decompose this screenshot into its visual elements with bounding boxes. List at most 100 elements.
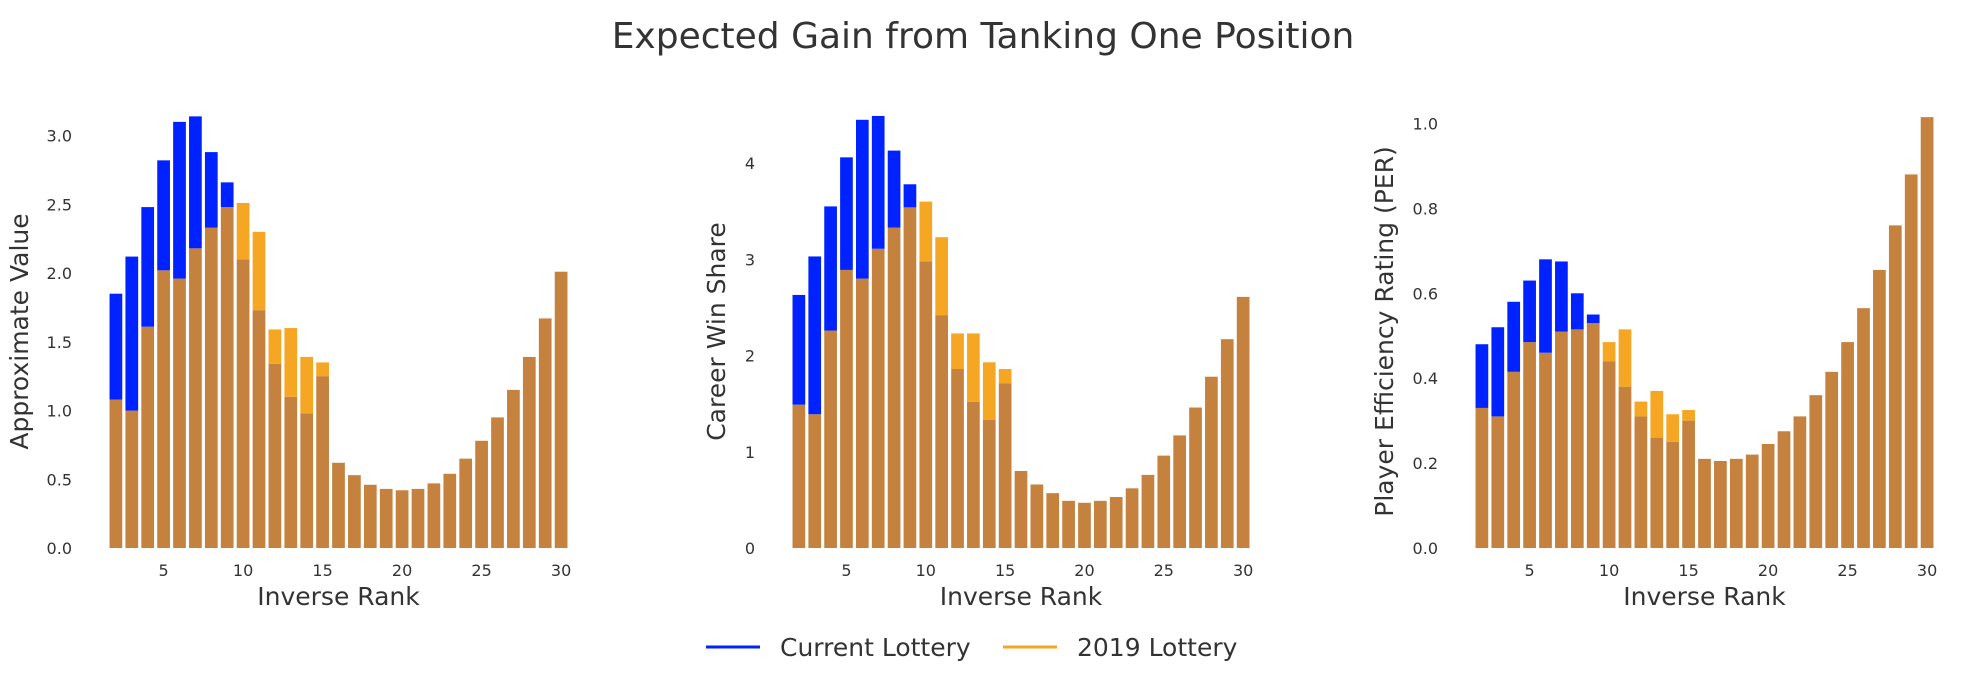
bar-overlap-per-9 [1586,323,1600,548]
y-tick-label: 2.0 [47,264,72,283]
x-tick-label: 5 [159,561,169,580]
legend-label-2019-lottery: 2019 Lottery [1077,633,1238,662]
bar-overlap-approximate-value-11 [252,310,266,548]
bar-overlap-per-11 [1618,386,1632,548]
bar-overlap-career-win-share-11 [935,315,949,548]
bar-overlap-per-10 [1602,361,1616,548]
bar-overlap-career-win-share-13 [967,401,980,548]
y-tick-label: 2 [745,347,755,366]
bar-current-lottery-per-7 [1555,261,1568,332]
bar-overlap-career-win-share-8 [887,227,901,548]
bar-overlap-career-win-share-18 [1046,493,1060,548]
bar-overlap-per-19 [1745,454,1759,548]
bar-overlap-career-win-share-16 [1014,471,1028,548]
x-tick-label: 10 [916,561,936,580]
y-tick-label: 0.6 [1413,284,1438,303]
bar-overlap-approximate-value-8 [204,227,218,548]
figure-title: Expected Gain from Tanking One Position [612,16,1355,57]
bar-overlap-per-6 [1539,352,1552,548]
bar-overlap-approximate-value-29 [538,318,552,548]
bar-overlap-per-25 [1841,342,1854,548]
bar-overlap-approximate-value-25 [475,440,488,548]
x-tick-label: 20 [1758,561,1778,580]
bar-overlap-career-win-share-30 [1236,296,1250,548]
bar-overlap-approximate-value-13 [284,396,298,548]
bar-overlap-per-30 [1920,117,1934,549]
bar-overlap-career-win-share-25 [1157,455,1171,548]
bar-2019-lottery-per-15 [1682,410,1695,421]
y-tick-labels-per: 0.0 0.2 0.4 0.6 0.8 1.0 [1413,114,1438,558]
bar-current-lottery-career-win-share-9 [903,184,917,208]
bar-current-lottery-career-win-share-7 [871,115,885,249]
bar-overlap-approximate-value-16 [332,462,345,548]
bar-overlap-per-29 [1904,174,1918,548]
bar-overlap-per-18 [1729,458,1743,548]
bar-overlap-per-20 [1761,444,1775,548]
y-tick-label: 3.0 [47,127,72,146]
bar-2019-lottery-approximate-value-13 [284,328,298,397]
y-tick-label: 1 [745,443,755,462]
bar-overlap-per-2 [1475,407,1489,548]
bar-overlap-approximate-value-6 [173,278,186,548]
bars-per [1475,117,1934,549]
x-tick-labels-approximate-value: 5 10 15 20 25 30 [159,561,572,580]
bar-overlap-per-7 [1555,331,1568,548]
bar-overlap-per-13 [1650,437,1664,548]
y-tick-label: 0.0 [47,539,72,558]
bar-overlap-approximate-value-23 [443,473,457,548]
bar-overlap-approximate-value-2 [109,399,123,548]
bar-overlap-per-8 [1570,329,1584,548]
bar-overlap-approximate-value-3 [125,410,139,548]
bar-2019-lottery-approximate-value-11 [252,231,266,311]
x-tick-label: 30 [551,561,571,580]
bar-overlap-approximate-value-15 [316,376,329,548]
bar-overlap-per-14 [1666,441,1680,548]
subplot-career-win-share: 5 10 15 20 25 30 0 1 2 3 4 Inverse Rank Career Wi… [702,115,1253,611]
bar-current-lottery-per-5 [1523,280,1536,343]
bar-2019-lottery-approximate-value-15 [316,362,329,377]
bar-overlap-per-27 [1873,269,1886,548]
bar-2019-lottery-career-win-share-13 [967,333,980,402]
bar-overlap-per-22 [1793,416,1807,548]
bar-current-lottery-per-4 [1507,301,1521,372]
bar-2019-lottery-per-10 [1602,342,1616,362]
bar-overlap-career-win-share-29 [1220,339,1234,548]
bar-overlap-approximate-value-20 [395,490,409,548]
bar-2019-lottery-career-win-share-11 [935,237,949,316]
subplot-approximate-value: 5 10 15 20 25 30 0.0 0.5 1.0 1.5 2.0 2.5 3.0 Invers… [5,116,571,611]
bar-current-lottery-approximate-value-2 [109,293,123,400]
bar-overlap-career-win-share-20 [1078,502,1091,548]
bar-overlap-career-win-share-5 [840,269,853,548]
bar-overlap-per-28 [1888,225,1902,548]
y-tick-label: 1.5 [47,333,72,352]
bar-current-lottery-approximate-value-9 [220,182,234,208]
bar-overlap-career-win-share-22 [1109,497,1123,548]
bar-overlap-career-win-share-24 [1141,474,1155,548]
bar-overlap-career-win-share-7 [871,248,885,548]
bar-overlap-per-15 [1682,420,1695,548]
bar-overlap-approximate-value-21 [411,488,425,548]
bar-2019-lottery-per-12 [1634,401,1648,417]
y-axis-label-per: Player Efficiency Rating (PER) [1370,146,1399,516]
bar-2019-lottery-career-win-share-10 [919,201,933,262]
bar-current-lottery-career-win-share-5 [840,157,853,270]
bar-overlap-approximate-value-18 [363,484,377,548]
x-tick-label: 10 [1599,561,1619,580]
bar-current-lottery-approximate-value-7 [189,116,202,249]
bar-overlap-approximate-value-10 [236,259,250,548]
bar-overlap-approximate-value-22 [427,483,441,548]
x-tick-label: 15 [312,561,332,580]
bar-overlap-career-win-share-26 [1173,435,1187,548]
bar-overlap-career-win-share-15 [998,383,1012,548]
bar-current-lottery-per-3 [1491,327,1505,417]
legend: Current Lottery 2019 Lottery [706,633,1238,662]
x-axis-label-per: Inverse Rank [1623,582,1786,611]
x-tick-label: 20 [1074,561,1094,580]
bar-overlap-approximate-value-26 [491,417,504,548]
bar-overlap-career-win-share-17 [1030,484,1044,548]
bar-current-lottery-career-win-share-4 [824,206,837,331]
y-tick-label: 4 [745,154,755,173]
bar-overlap-approximate-value-17 [348,475,361,548]
x-tick-label: 15 [995,561,1015,580]
bar-overlap-career-win-share-4 [824,330,837,548]
